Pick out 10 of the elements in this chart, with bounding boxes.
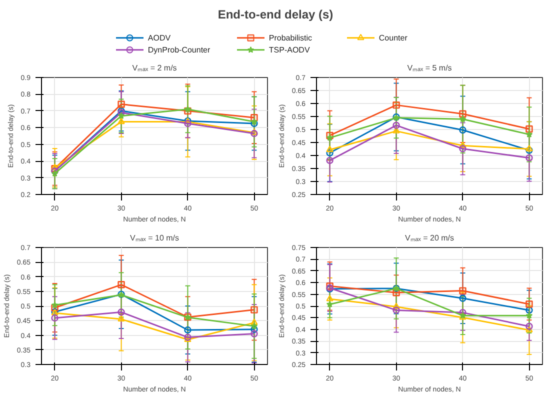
legend-label: DynProb-Counter bbox=[148, 45, 210, 54]
chart-title: Vₘₐₓ = 10 m/s bbox=[130, 234, 180, 242]
chart-title: Vₘₐₓ = 2 m/s bbox=[132, 64, 177, 72]
legend-label: TSP-AODV bbox=[268, 45, 310, 54]
text: End-to-end delay (s) bbox=[218, 8, 334, 22]
legend-label: Counter bbox=[378, 33, 408, 42]
legend-label: Probabilistic bbox=[268, 33, 312, 42]
legend-label: AODV bbox=[148, 33, 172, 42]
chart-title: Vₘₐₓ = 20 m/s bbox=[404, 234, 454, 242]
chart-title: Vₘₐₓ = 5 m/s bbox=[407, 64, 452, 72]
